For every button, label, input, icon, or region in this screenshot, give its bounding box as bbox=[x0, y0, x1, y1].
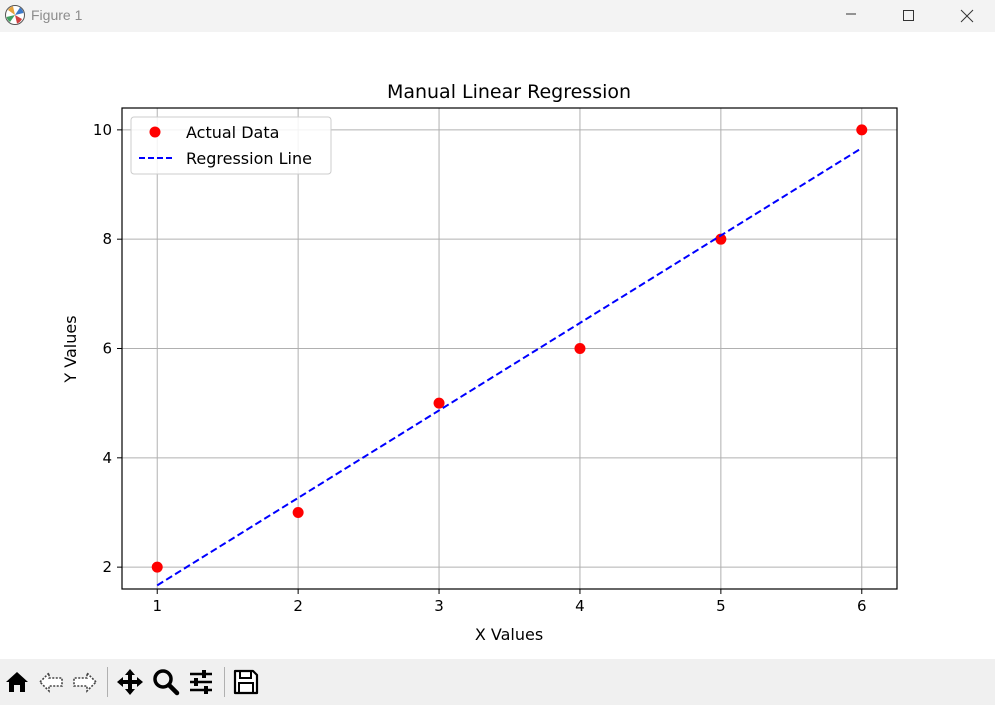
grid bbox=[122, 108, 897, 589]
toolbar-separator bbox=[224, 667, 225, 697]
forward-icon bbox=[73, 671, 98, 693]
legend-marker-actual-data bbox=[149, 126, 161, 138]
chart-title: Manual Linear Regression bbox=[387, 81, 631, 103]
back-button[interactable] bbox=[34, 665, 68, 699]
data-point bbox=[574, 343, 586, 354]
home-button[interactable] bbox=[0, 665, 34, 699]
save-button[interactable] bbox=[229, 665, 263, 699]
plot-series bbox=[151, 124, 868, 587]
y-axis-label: Y Values bbox=[61, 315, 80, 383]
y-tick-label: 10 bbox=[93, 121, 112, 139]
navigation-toolbar bbox=[0, 659, 995, 705]
save-icon bbox=[233, 669, 259, 695]
x-tick-label: 6 bbox=[857, 597, 867, 615]
data-point bbox=[856, 124, 868, 136]
data-point bbox=[715, 233, 727, 245]
legend-label-regression-line: Regression Line bbox=[186, 149, 312, 168]
x-tick-label: 2 bbox=[293, 597, 303, 615]
configure-subplots-icon bbox=[190, 670, 212, 694]
pan-icon bbox=[117, 669, 143, 695]
back-icon bbox=[38, 671, 63, 693]
regression-line bbox=[156, 147, 863, 587]
y-tick-label: 2 bbox=[102, 558, 112, 576]
zoom-button[interactable] bbox=[149, 665, 183, 699]
legend-label-actual-data: Actual Data bbox=[186, 123, 279, 142]
y-tick-label: 8 bbox=[102, 230, 112, 248]
close-button[interactable] bbox=[938, 0, 995, 32]
data-point bbox=[433, 397, 445, 409]
y-tick-label: 6 bbox=[102, 340, 112, 358]
minimize-icon bbox=[846, 13, 856, 15]
x-tick-label: 4 bbox=[575, 597, 585, 615]
data-point bbox=[292, 506, 304, 518]
x-tick-label: 5 bbox=[716, 597, 726, 615]
configure-subplots-button[interactable] bbox=[184, 665, 218, 699]
y-tick-label: 4 bbox=[102, 449, 112, 467]
maximize-icon bbox=[903, 10, 914, 21]
toolbar-separator bbox=[107, 667, 108, 697]
pan-button[interactable] bbox=[113, 665, 147, 699]
axes-frame bbox=[121, 107, 898, 590]
minimize-button[interactable] bbox=[822, 0, 880, 32]
home-icon bbox=[6, 672, 28, 692]
forward-button[interactable] bbox=[68, 665, 102, 699]
figure-canvas: Manual Linear Regression 1 2 3 4 5 6 2 4 6 8 10 X … bbox=[0, 32, 995, 659]
legend-box bbox=[130, 116, 332, 175]
x-tick-label: 1 bbox=[152, 597, 162, 615]
axis-ticks: 1 2 3 4 5 6 2 4 6 8 10 bbox=[93, 121, 867, 615]
data-point bbox=[151, 561, 163, 573]
legend: Actual Data Regression Line bbox=[130, 116, 332, 175]
x-axis-label: X Values bbox=[475, 625, 543, 644]
window-title: Figure 1 bbox=[31, 7, 83, 23]
maximize-button[interactable] bbox=[880, 0, 938, 32]
matplotlib-logo-icon bbox=[5, 5, 25, 25]
chart: Manual Linear Regression 1 2 3 4 5 6 2 4 6 8 10 X … bbox=[61, 81, 898, 644]
window-titlebar: Figure 1 bbox=[0, 0, 995, 32]
x-tick-label: 3 bbox=[434, 597, 444, 615]
zoom-icon bbox=[153, 669, 180, 696]
close-icon bbox=[960, 9, 974, 23]
